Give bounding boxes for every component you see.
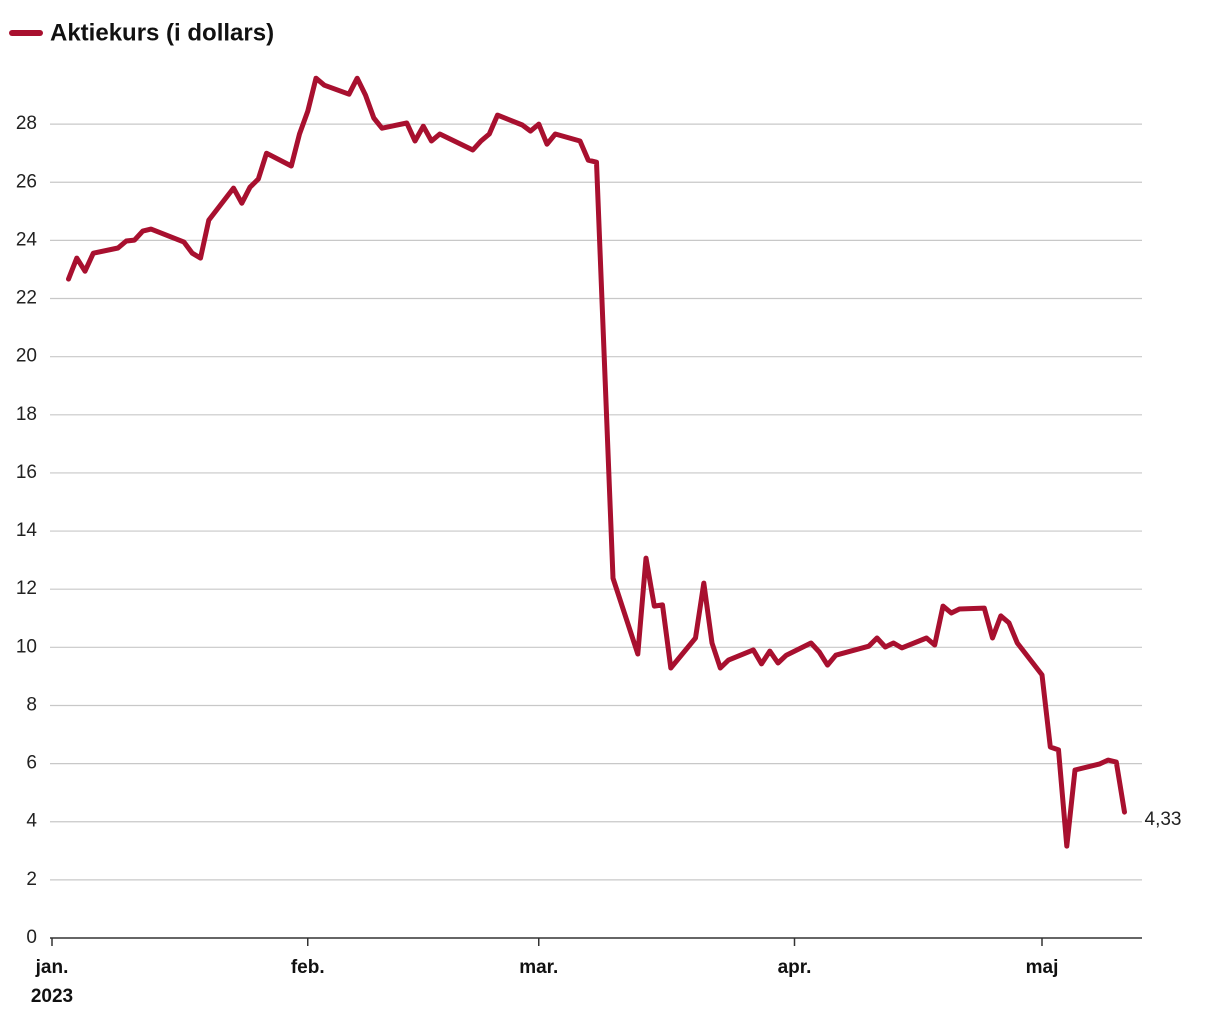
y-tick-label: 16 [16, 462, 37, 483]
y-tick-label: 24 [16, 229, 38, 250]
y-tick-label: 2 [26, 869, 37, 890]
y-tick-label: 26 [16, 171, 37, 192]
y-tick-label: 14 [16, 520, 38, 541]
end-value-label: 4,33 [1145, 809, 1182, 830]
legend-label: Aktiekurs (i dollars) [50, 19, 274, 46]
y-tick-label: 8 [26, 694, 37, 715]
y-tick-label: 10 [16, 636, 37, 657]
x-tick-label: maj [1026, 957, 1059, 978]
y-tick-label: 6 [26, 753, 37, 774]
x-year-label: 2023 [31, 986, 73, 1007]
y-tick-label: 4 [26, 811, 37, 832]
x-tick-label: apr. [778, 957, 812, 978]
y-tick-label: 22 [16, 288, 37, 309]
y-tick-label: 28 [16, 113, 37, 134]
x-tick-label: feb. [291, 957, 325, 978]
line-series [66, 75, 1127, 849]
y-tick-label: 18 [16, 404, 37, 425]
x-tick-label: mar. [519, 957, 558, 978]
legend: Aktiekurs (i dollars) [9, 19, 274, 46]
y-tick-label: 12 [16, 578, 37, 599]
y-tick-label: 20 [16, 346, 37, 367]
y-tick-label: 0 [26, 927, 37, 948]
x-tick-label: jan. [35, 957, 69, 978]
